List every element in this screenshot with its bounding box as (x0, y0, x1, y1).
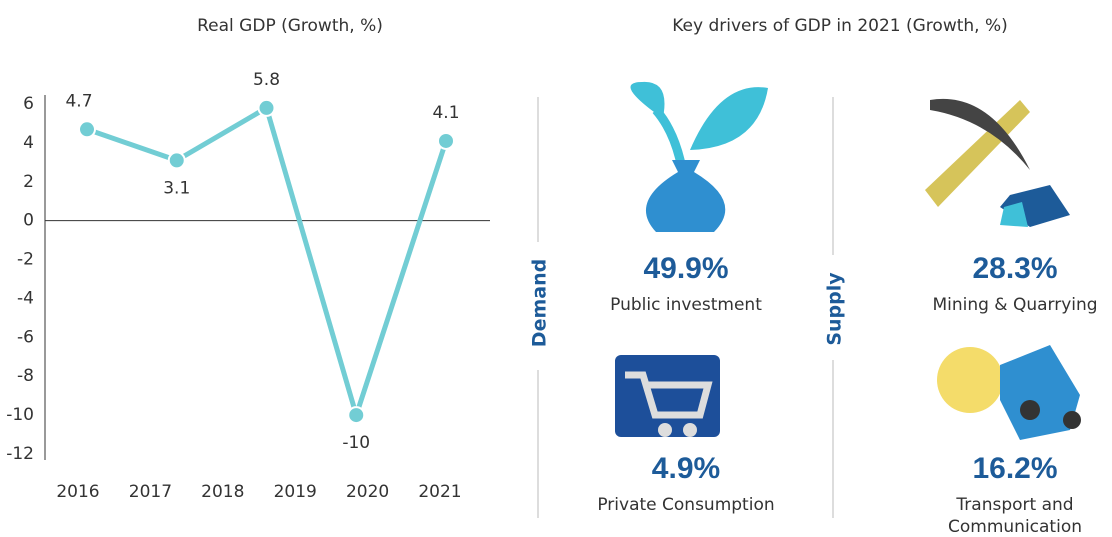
plant-icon (630, 82, 768, 232)
x-tick-label: 2018 (201, 482, 244, 502)
value-label: 4.1 (432, 103, 459, 123)
infographic: Real GDP (Growth, %) Key drivers of GDP … (0, 0, 1112, 537)
value-label: -10 (342, 433, 370, 453)
point (348, 407, 364, 423)
point (438, 133, 454, 149)
value-label: 5.8 (253, 70, 280, 90)
y-tick-label: -2 (17, 250, 34, 270)
y-tick-label: -8 (17, 366, 34, 386)
y-tick-label: -12 (6, 444, 34, 464)
x-tick-label: 2017 (129, 482, 172, 502)
page: Real GDP (Growth, %) Key drivers of GDP … (0, 0, 1112, 537)
y-tick-label: 0 (23, 211, 34, 231)
driver-label: Public investment (610, 295, 762, 315)
x-tick-label: 2019 (274, 482, 317, 502)
driver-value: 49.9% (643, 252, 728, 285)
transport-icon (937, 345, 1081, 440)
value-label: 3.1 (163, 178, 190, 198)
demand-label: Demand (529, 259, 551, 347)
chart-title: Real GDP (Growth, %) (197, 16, 383, 36)
driver-label: Private Consumption (597, 495, 774, 515)
x-tick-label: 2020 (346, 482, 389, 502)
supply-label: Supply (824, 272, 846, 346)
y-tick-label: 6 (23, 94, 34, 114)
y-tick-label: 2 (23, 172, 34, 192)
value-label: 4.7 (65, 91, 92, 111)
driver-value: 28.3% (972, 252, 1057, 285)
driver-label: Mining & Quarrying (932, 295, 1097, 315)
point (169, 152, 185, 168)
y-tick-label: 4 (23, 133, 34, 153)
driver-label: Transport and (955, 495, 1073, 515)
series-line (87, 108, 446, 415)
driver-value: 4.9% (652, 452, 720, 485)
y-tick-label: -6 (17, 327, 34, 347)
point (79, 121, 95, 137)
point (259, 100, 275, 116)
driver-label: Communication (948, 517, 1082, 537)
y-tick-label: -10 (6, 405, 34, 425)
cart-icon (615, 355, 720, 437)
driver-value: 16.2% (972, 452, 1057, 485)
x-tick-label: 2021 (418, 482, 461, 502)
mining-icon (925, 99, 1070, 227)
x-tick-label: 2016 (56, 482, 99, 502)
drivers-title: Key drivers of GDP in 2021 (Growth, %) (672, 16, 1008, 36)
y-tick-label: -4 (17, 288, 34, 308)
